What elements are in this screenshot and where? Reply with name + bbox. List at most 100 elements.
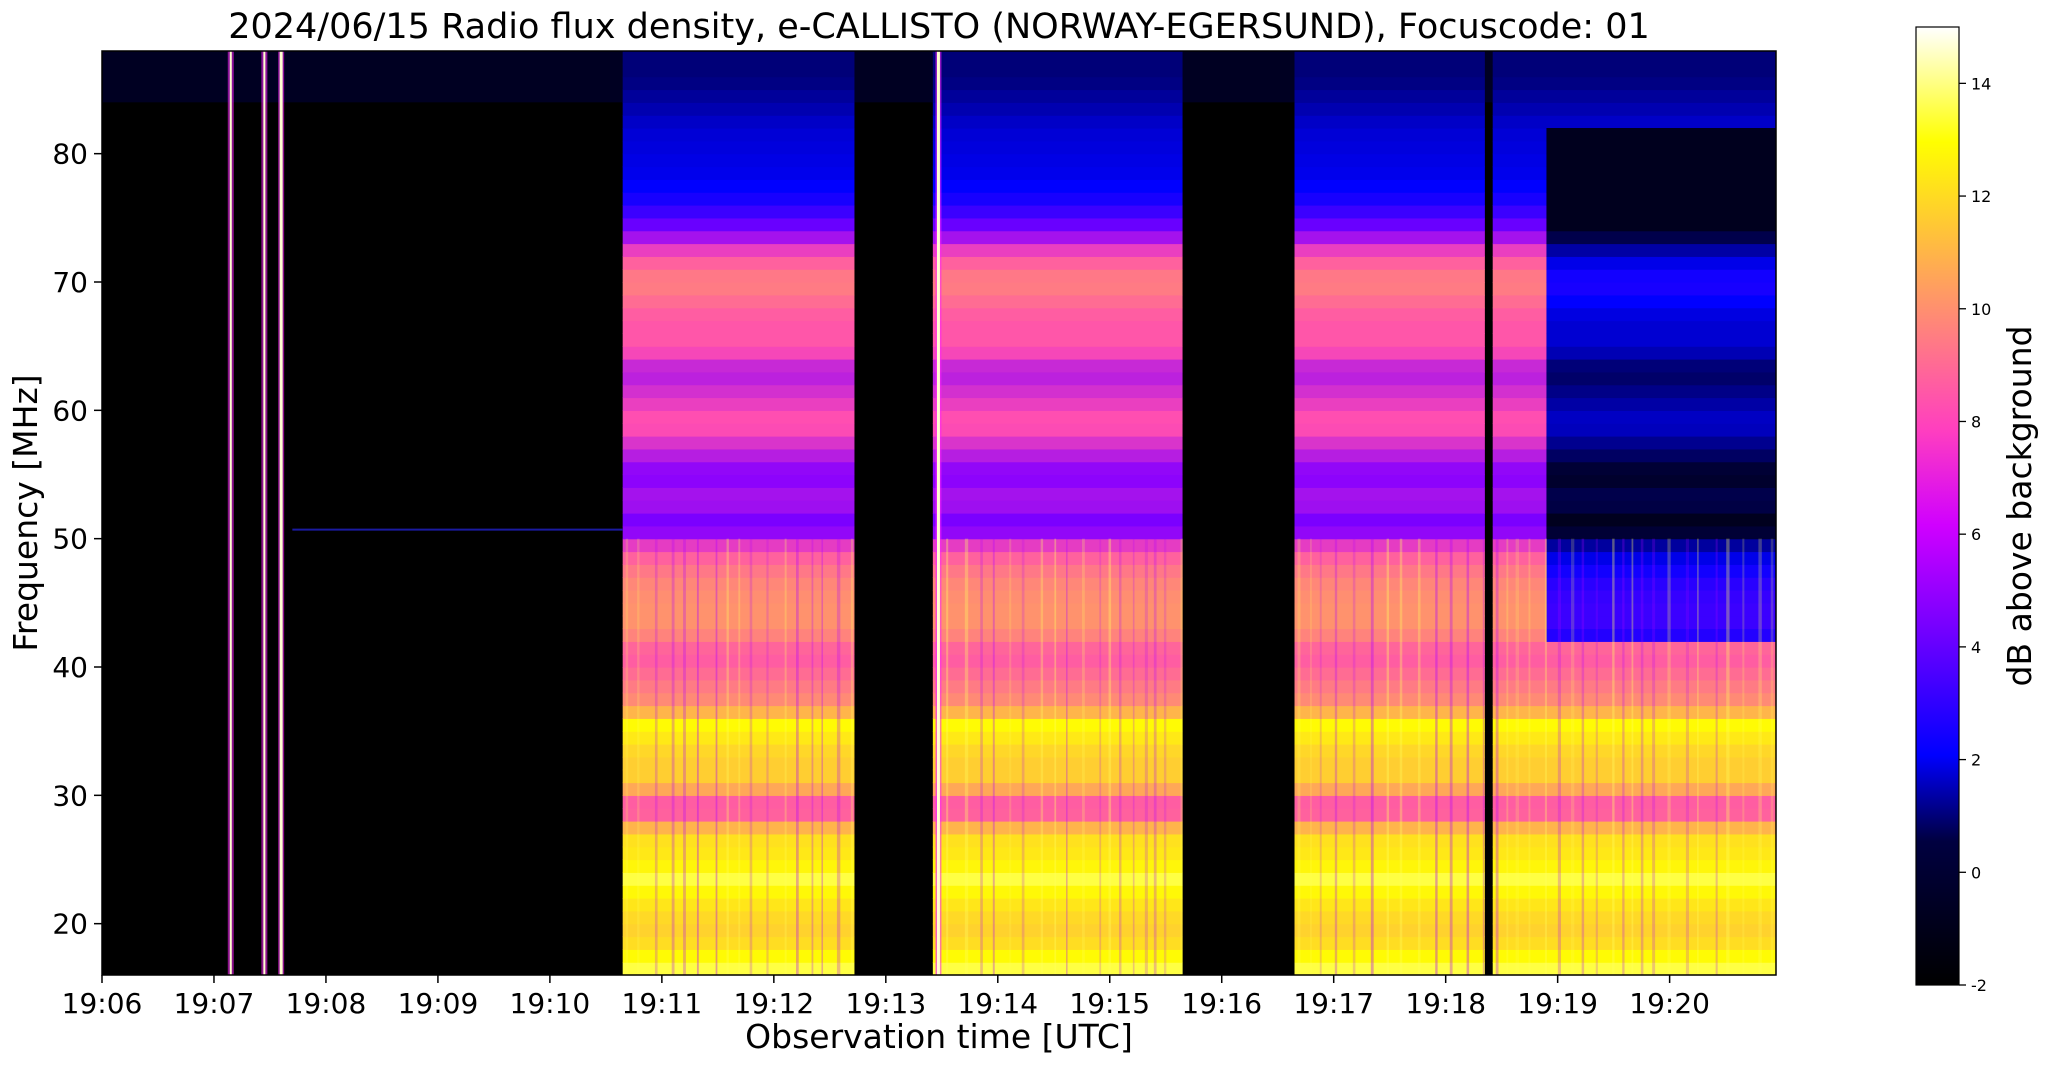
spectral-band (932, 500, 1183, 514)
dimmed-band (1546, 371, 1776, 386)
texture-streak (1417, 538, 1421, 975)
colorbar-label: dB above background (2000, 326, 2039, 687)
spectral-band (932, 192, 1183, 206)
burst-line (936, 51, 940, 975)
spectral-band (1294, 487, 1485, 501)
dimmed-band (1546, 346, 1776, 360)
spectral-band (1492, 756, 1776, 771)
spectral-band (622, 76, 855, 91)
spectral-band (1294, 76, 1485, 91)
spectral-band (622, 833, 855, 848)
colorbar-tick-label: 8 (1971, 412, 1981, 431)
spectral-band (932, 795, 1183, 809)
spectral-band (932, 782, 1183, 796)
spectral-band (1492, 667, 1776, 681)
spectral-band (1294, 51, 1485, 65)
spectrogram-heatmap (102, 51, 1776, 976)
plot-frame (101, 50, 1777, 976)
texture-streak (671, 538, 675, 975)
spectral-band (932, 320, 1183, 334)
spectral-band (622, 577, 855, 591)
spectral-band (1294, 423, 1485, 437)
colorbar-tick-label: 12 (1971, 187, 1991, 206)
spectral-band (1294, 140, 1485, 155)
spectral-band (622, 115, 855, 129)
spectral-band (1492, 885, 1776, 899)
spectral-band (622, 294, 855, 309)
dimmed-band (1546, 217, 1776, 232)
spectral-band (1294, 333, 1485, 347)
x-axis-label: Observation time [UTC] (745, 1017, 1133, 1056)
spectral-band (1294, 217, 1485, 232)
texture-streak (1667, 538, 1671, 975)
spectral-band (1294, 461, 1485, 476)
spectral-band (622, 872, 855, 886)
spectral-band (1294, 859, 1485, 873)
spectral-band (932, 217, 1183, 232)
texture-streak (836, 538, 841, 975)
spectral-band (932, 423, 1183, 437)
x-tick-label: 19:14 (957, 987, 1038, 1020)
texture-streak (1482, 538, 1485, 975)
texture-streak (946, 538, 949, 975)
spectral-band (1492, 705, 1776, 719)
spectral-band (1492, 51, 1776, 65)
spectral-band (1294, 474, 1485, 488)
texture-streak (1370, 538, 1374, 975)
texture-streak (637, 538, 640, 975)
spectral-band (932, 564, 1183, 578)
x-tick-label: 19:11 (622, 987, 703, 1020)
colorbar-tick-label: 10 (1971, 300, 1991, 319)
chart-title: 2024/06/15 Radio flux density, e-CALLIST… (228, 7, 1650, 47)
dimmed-band (1546, 551, 1776, 565)
texture-streak (696, 538, 699, 975)
spectral-band (932, 513, 1183, 527)
spectral-band (622, 461, 855, 476)
spectral-band (1294, 500, 1485, 514)
texture-streak (1082, 538, 1085, 975)
spectral-band (932, 538, 1183, 553)
spectral-band (1492, 718, 1776, 732)
texture-streak (1399, 538, 1403, 975)
spectral-band (1294, 641, 1485, 655)
spectral-band (932, 63, 1183, 78)
dimmed-band (1546, 500, 1776, 514)
texture-streak (1386, 538, 1390, 975)
spectral-band (622, 410, 855, 424)
spectral-band (1294, 898, 1485, 912)
spectral-band (1294, 782, 1485, 796)
spectral-band (932, 487, 1183, 501)
texture-streak (1132, 538, 1135, 975)
spectral-band (1294, 872, 1485, 886)
dimmed-band (1546, 230, 1776, 245)
y-tick-label: 50 (52, 523, 88, 556)
spectral-band (932, 769, 1183, 784)
y-tick-label: 70 (52, 266, 88, 299)
spectral-band (1492, 846, 1776, 861)
texture-streak (821, 538, 824, 975)
spectral-band (1294, 166, 1485, 180)
spectral-band (1294, 551, 1485, 565)
spectral-band (622, 756, 855, 771)
spectral-band (622, 269, 855, 283)
spectral-band (1294, 359, 1485, 373)
spectral-band (1294, 910, 1485, 925)
texture-streak (1770, 538, 1774, 975)
spectral-band (1294, 731, 1485, 745)
dimmed-band (1546, 243, 1776, 257)
spectral-band (1294, 949, 1485, 963)
spectral-band (1294, 205, 1485, 219)
spectral-band (1294, 448, 1485, 463)
texture-streak (726, 538, 729, 975)
dimmed-band (1546, 384, 1776, 399)
spectral-band (932, 294, 1183, 309)
spectral-band (622, 718, 855, 732)
texture-streak (625, 538, 629, 975)
spectral-band (932, 205, 1183, 219)
spectral-band (622, 705, 855, 719)
y-tick-label: 80 (52, 138, 88, 171)
burst-line (229, 51, 232, 975)
spectral-band (1492, 769, 1776, 784)
